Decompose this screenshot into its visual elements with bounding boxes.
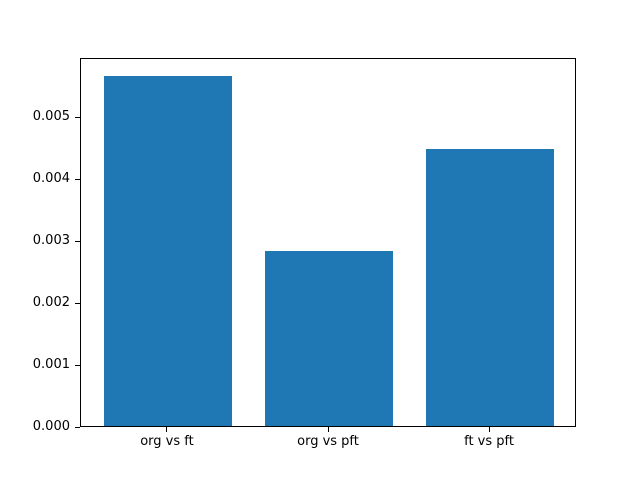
- x-tick-label: ft vs pft: [464, 434, 514, 449]
- x-tick-mark: [488, 427, 490, 432]
- y-tick-mark: [75, 240, 80, 242]
- y-tick-label: 0.005: [32, 109, 70, 125]
- x-tick-label: org vs ft: [140, 434, 194, 449]
- y-tick-mark: [75, 116, 80, 118]
- y-tick-label: 0.002: [32, 295, 70, 311]
- y-tick-label: 0.001: [32, 357, 70, 373]
- y-tick-mark: [75, 364, 80, 366]
- plot-area: [80, 58, 576, 427]
- y-tick-mark: [75, 302, 80, 304]
- bar: [264, 250, 394, 426]
- y-tick-label: 0.000: [32, 419, 70, 434]
- x-tick-label: org vs pft: [297, 434, 359, 449]
- y-tick-mark: [75, 178, 80, 180]
- y-tick-label: 0.003: [32, 233, 70, 249]
- y-tick-mark: [75, 426, 80, 428]
- y-tick-label: 0.004: [32, 171, 70, 187]
- bar: [103, 76, 233, 426]
- bar: [425, 148, 555, 426]
- x-tick-mark: [327, 427, 329, 432]
- x-tick-mark: [166, 427, 168, 432]
